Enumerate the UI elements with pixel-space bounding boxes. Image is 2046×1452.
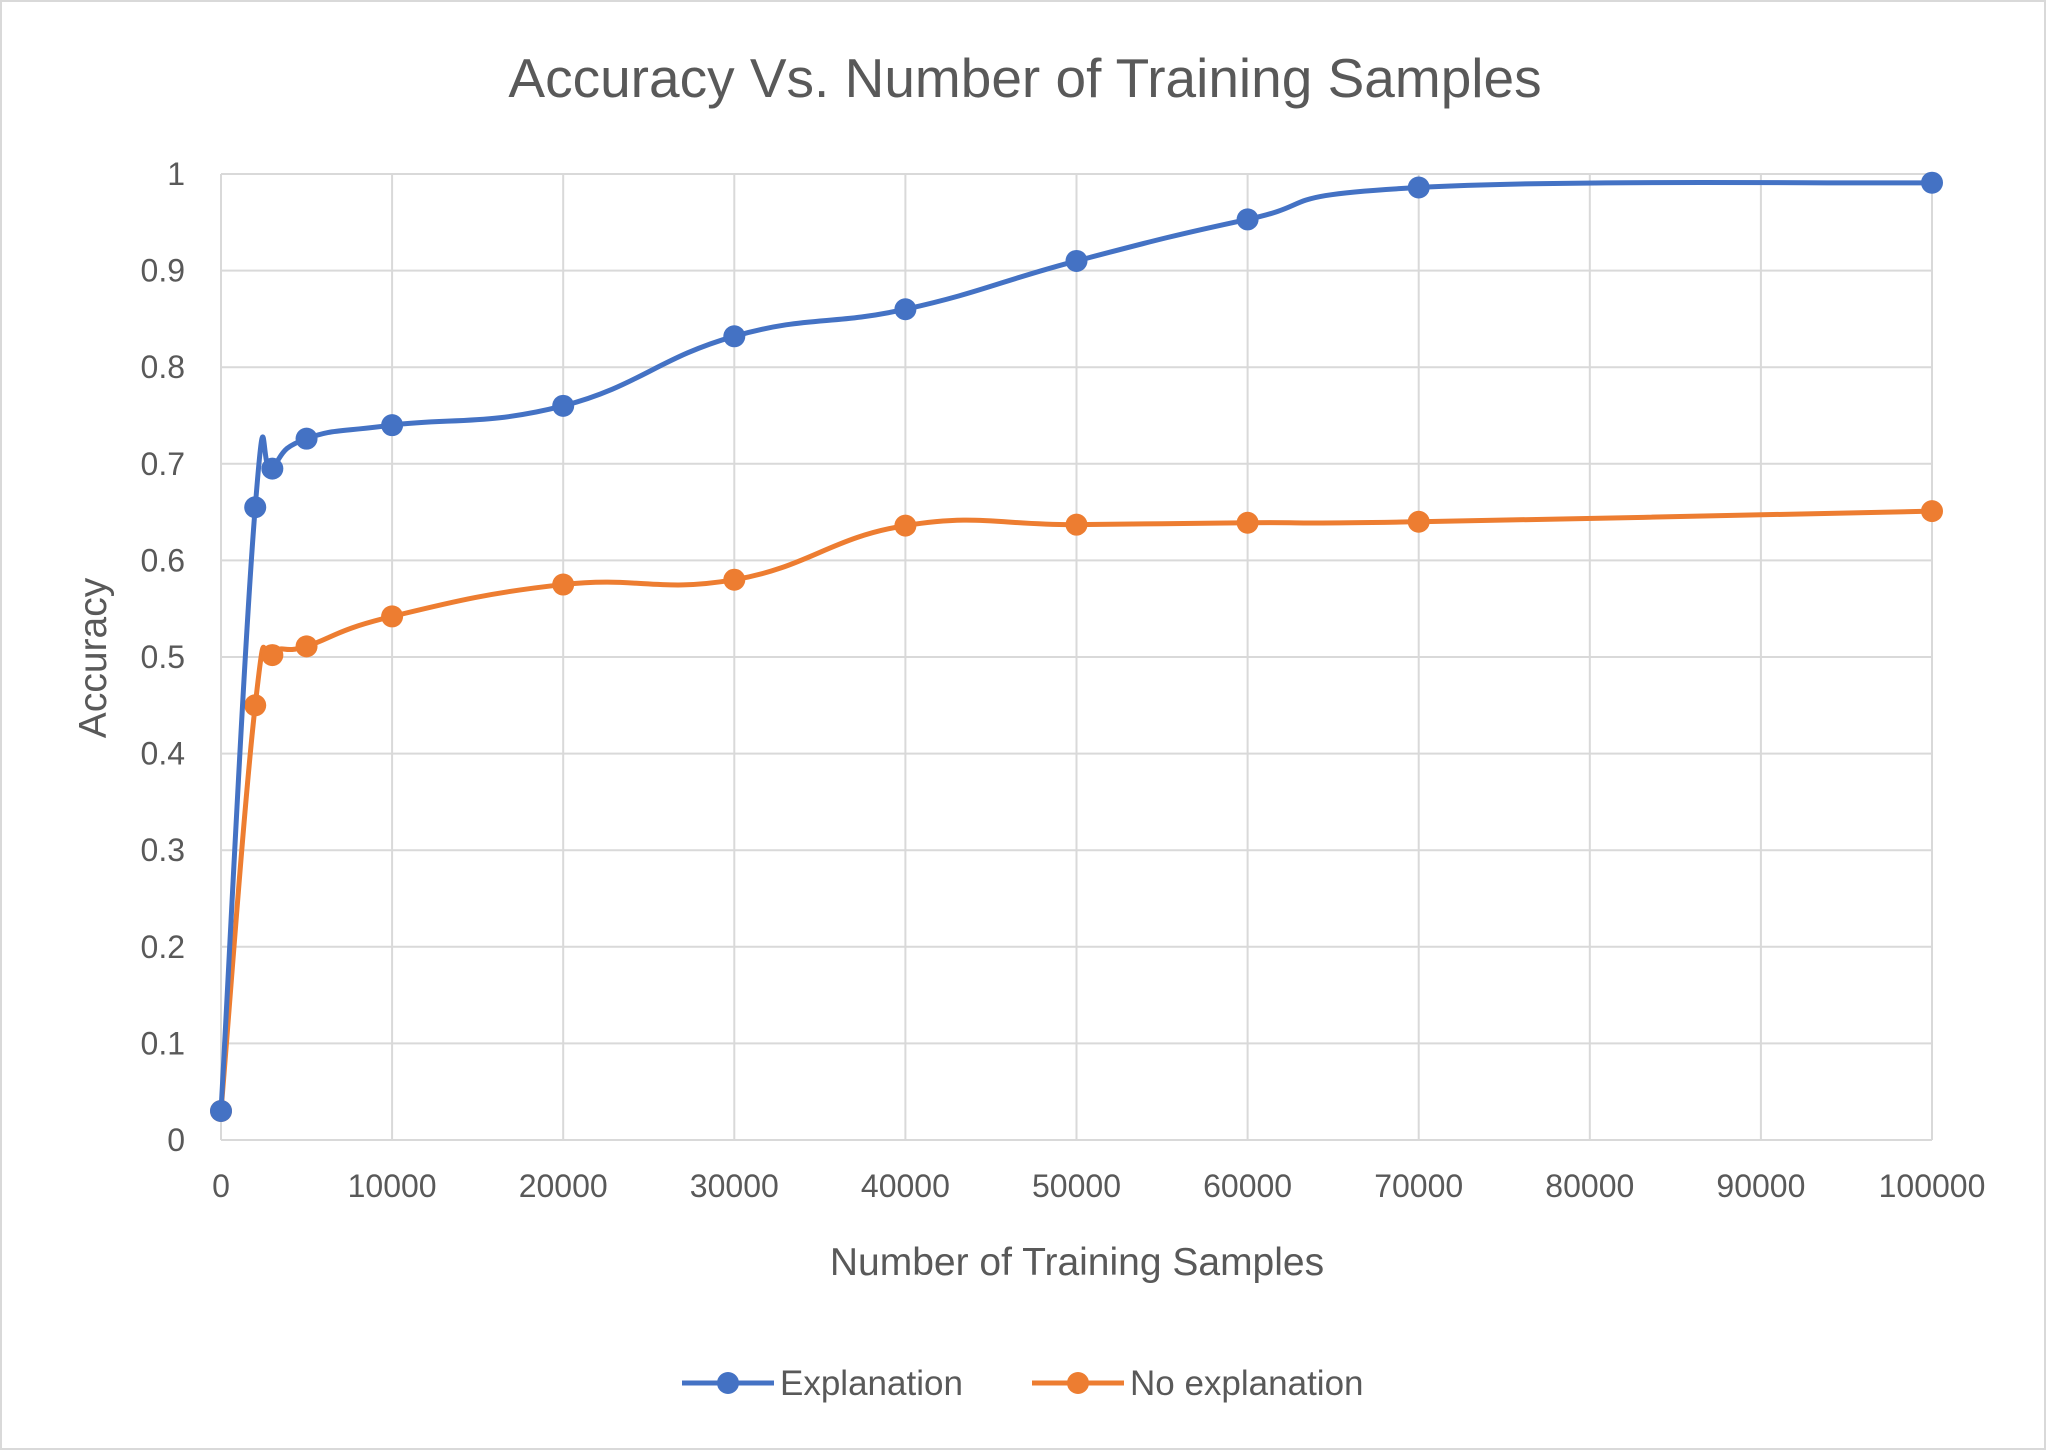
data-point (552, 573, 575, 596)
data-point (894, 298, 917, 321)
x-tick-label: 20000 (519, 1168, 608, 1204)
x-tick-label: 90000 (1716, 1168, 1805, 1204)
y-tick-label: 0.2 (141, 929, 185, 965)
data-point (894, 514, 917, 537)
legend-label: No explanation (1130, 1364, 1364, 1403)
data-point (1236, 511, 1259, 534)
y-tick-label: 0.3 (141, 832, 185, 868)
data-point (723, 325, 746, 348)
y-tick-label: 0.7 (141, 446, 185, 482)
x-tick-label: 10000 (348, 1168, 437, 1204)
data-point (244, 496, 267, 519)
data-point (1065, 249, 1088, 272)
data-point (295, 427, 318, 450)
x-axis-title: Number of Training Samples (830, 1241, 1324, 1284)
y-tick-label: 0.6 (141, 542, 185, 578)
data-point (381, 414, 404, 437)
x-tick-label: 80000 (1545, 1168, 1634, 1204)
y-tick-label: 1 (167, 156, 185, 192)
grid-layer (220, 173, 1933, 1141)
y-tick-label: 0.8 (141, 349, 185, 385)
data-point (552, 394, 575, 417)
series-layer (210, 171, 1943, 1123)
y-tick-label: 0.4 (141, 736, 185, 772)
data-point (295, 635, 318, 658)
data-point (1407, 510, 1430, 533)
data-point (723, 568, 746, 591)
data-point (1921, 171, 1943, 194)
tick-label-layer: 0 0.1 0.2 0.3 0.4 0.5 0.6 0.7 0.8 0.9 1 0 10000 20000… (141, 156, 1986, 1204)
data-point (1921, 500, 1943, 523)
x-tick-label: 70000 (1374, 1168, 1463, 1204)
legend-item: Explanation (682, 1364, 963, 1403)
data-point (244, 694, 267, 717)
legend-label: Explanation (780, 1364, 963, 1403)
data-point (1236, 208, 1259, 231)
legend-marker (1067, 1372, 1089, 1394)
data-point (1407, 176, 1430, 199)
x-tick-label: 30000 (690, 1168, 779, 1204)
chart-title: Accuracy Vs. Number of Training Samples (508, 47, 1541, 109)
y-tick-label: 0.5 (141, 639, 185, 675)
x-tick-label: 0 (212, 1168, 230, 1204)
data-point (210, 1100, 232, 1123)
y-tick-label: 0.1 (141, 1025, 185, 1061)
data-point (1065, 513, 1088, 536)
x-tick-label: 100000 (1879, 1168, 1986, 1204)
data-point (261, 457, 284, 480)
y-axis-title: Accuracy (72, 577, 115, 738)
series-line (218, 179, 1935, 1114)
legend-marker (717, 1372, 739, 1394)
legend-item: No explanation (1032, 1364, 1364, 1403)
legend: Explanation No explanation (682, 1364, 1364, 1403)
series-explanation (210, 171, 1943, 1123)
y-tick-label: 0.9 (141, 253, 185, 289)
data-point (381, 605, 404, 628)
x-tick-label: 40000 (861, 1168, 950, 1204)
data-point (261, 644, 284, 667)
x-tick-label: 60000 (1203, 1168, 1292, 1204)
y-tick-label: 0 (167, 1122, 185, 1158)
x-tick-label: 50000 (1032, 1168, 1121, 1204)
